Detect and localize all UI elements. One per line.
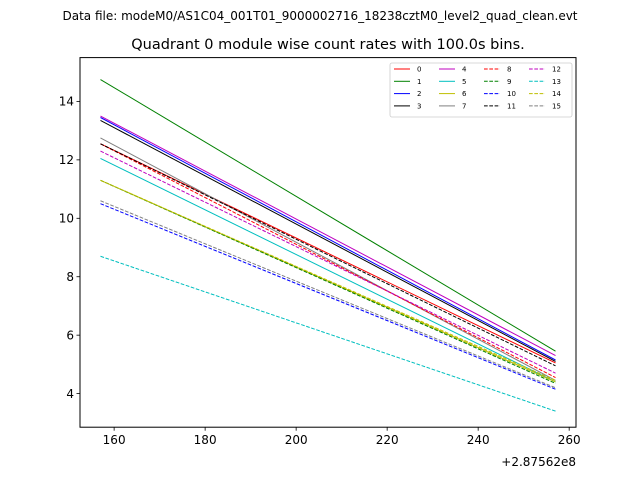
legend-label-11: 11 <box>507 102 516 110</box>
plot-lines <box>100 79 556 412</box>
x-tick-label: 160 <box>103 433 126 447</box>
axes-frame <box>79 57 577 428</box>
legend-label-6: 6 <box>462 90 467 98</box>
series-line-0 <box>100 143 556 364</box>
x-tick-label: 220 <box>376 433 399 447</box>
x-axis: 160 180 200 220 240 260 <box>103 427 581 447</box>
series-line-4 <box>100 115 556 357</box>
series-line-10 <box>100 203 556 390</box>
y-tick-label: 10 <box>59 212 74 226</box>
series-line-8 <box>100 143 556 378</box>
chart-title: Quadrant 0 module wise count rates with … <box>131 37 525 53</box>
legend-label-4: 4 <box>462 66 467 74</box>
legend-label-9: 9 <box>507 78 511 86</box>
y-tick-label: 4 <box>66 387 74 401</box>
figure-suptitle: Data file: modeM0/AS1C04_001T01_90000027… <box>62 9 577 23</box>
x-tick-label: 180 <box>194 433 217 447</box>
legend-box <box>389 62 573 118</box>
series-line-14 <box>100 179 556 381</box>
series-line-2 <box>100 117 556 361</box>
series-line-11 <box>100 143 556 367</box>
series-line-3 <box>100 119 556 362</box>
x-tick-label: 200 <box>285 433 308 447</box>
legend-label-15: 15 <box>552 102 561 110</box>
series-line-5 <box>100 157 556 383</box>
legend-label-8: 8 <box>507 66 511 74</box>
series-line-12 <box>100 150 556 374</box>
legend-label-13: 13 <box>552 78 561 86</box>
legend-label-2: 2 <box>417 90 421 98</box>
y-axis: 4 6 8 10 12 14 <box>59 95 80 401</box>
y-tick-label: 6 <box>66 328 74 342</box>
legend-label-0: 0 <box>417 66 421 74</box>
y-tick-label: 8 <box>66 270 74 284</box>
legend-label-14: 14 <box>552 90 561 98</box>
x-offset-label: +2.87562e8 <box>501 455 576 469</box>
legend-label-7: 7 <box>462 102 466 110</box>
series-line-13 <box>100 255 556 412</box>
series-line-7 <box>100 137 556 381</box>
y-tick-label: 14 <box>59 95 74 109</box>
series-line-1 <box>100 79 556 352</box>
legend-label-1: 1 <box>417 78 421 86</box>
series-line-15 <box>100 200 556 389</box>
y-tick-label: 12 <box>59 153 74 167</box>
legend-label-5: 5 <box>462 78 466 86</box>
x-tick-label: 240 <box>467 433 490 447</box>
legend-label-12: 12 <box>552 66 561 74</box>
x-tick-label: 260 <box>558 433 581 447</box>
legend-label-3: 3 <box>417 102 421 110</box>
legend-label-10: 10 <box>507 90 516 98</box>
